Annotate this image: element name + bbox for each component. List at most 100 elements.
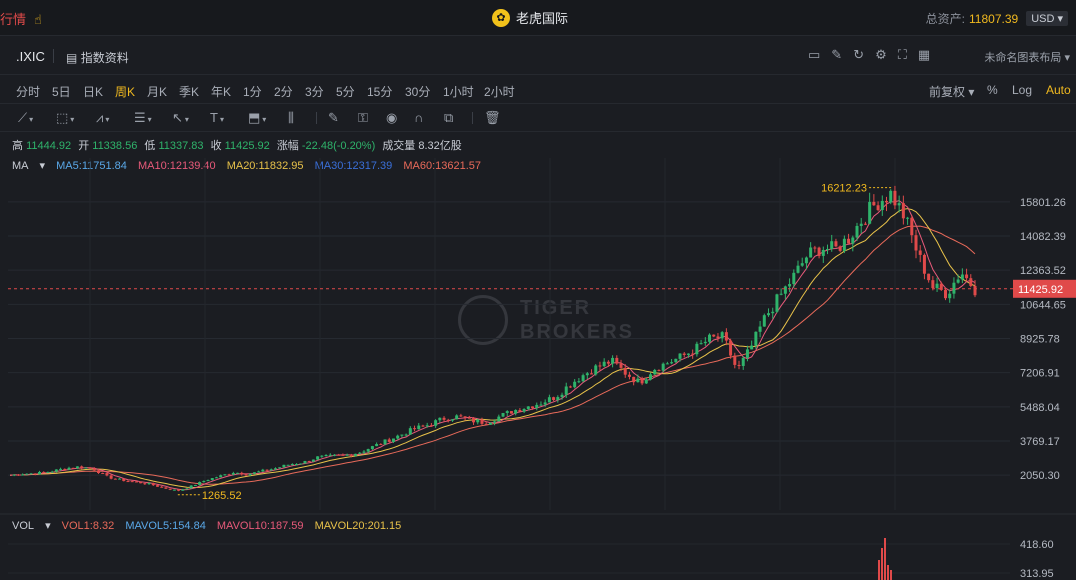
period-tab[interactable]: 2小时 [484,85,515,99]
candle-body [745,349,749,358]
edit-icon[interactable]: ✎ [831,47,843,62]
candle-body [619,363,623,368]
period-tab[interactable]: 日K [83,85,104,99]
vol-legend-title[interactable]: VOL ▾ [12,520,51,532]
eye-icon[interactable]: ◉ [386,110,398,125]
magnet-icon[interactable]: ∩ [414,110,424,125]
candle-body [273,468,277,470]
fullscreen-icon[interactable]: ⛶ [897,47,907,62]
document-icon: ▤ [66,51,78,65]
log-toggle[interactable]: Log [1012,83,1033,97]
candle-body [847,238,851,244]
candle-body [842,238,846,251]
percent-toggle[interactable]: % [987,83,998,97]
candle-body [931,280,935,289]
candle-body [691,353,695,355]
candle-body [29,473,33,475]
adjust-label: 前复权 [929,85,966,99]
candle-body [703,341,707,344]
candle-body [821,249,825,256]
period-tab[interactable]: 1小时 [443,85,474,99]
rect-tool-icon[interactable]: ⬚ ▾ [56,110,75,125]
period-tab[interactable]: 1分 [243,85,262,99]
candle-body [834,241,838,247]
candle-body [484,423,488,425]
current-price-label: 11425.92 [1018,284,1063,296]
period-tab[interactable]: 3分 [305,85,324,99]
volume-bar [878,560,880,580]
pencil-icon[interactable]: ✎ [328,110,339,125]
trash-icon[interactable]: 🗑 [484,110,501,125]
change-label: 涨幅 [276,140,299,152]
candle-body [463,416,467,418]
candle-body [370,446,374,450]
candle-body [118,478,122,480]
text-tool-icon[interactable]: T ▾ [210,110,224,125]
pattern-tool-icon[interactable]: ⩘ ▾ [96,110,110,125]
arrow-tool-icon[interactable]: ↖ ▾ [172,110,189,125]
candle-body [564,386,568,395]
ma10-path [9,199,976,491]
chart-toolbar: ▭ ✎ ↻ ⚙ ⛶ ▦ [808,47,930,63]
indicator-icon[interactable]: ⫼ [288,110,294,125]
adjust-select[interactable]: 前复权 ▾ [929,85,975,99]
candle-body [480,419,484,424]
label-tool-icon[interactable]: ⬒ ▾ [248,110,267,125]
period-tab[interactable]: 分时 [16,85,41,99]
symbol-label[interactable]: .IXIC [16,49,45,64]
ma-legend: MA ▾ MA5:11751.84 MA10:12139.40 MA20:118… [12,159,489,172]
period-tab[interactable]: 2分 [274,85,293,99]
market-tab[interactable]: 行情 ☝ [0,9,42,28]
ma-legend-title[interactable]: MA ▾ [12,160,46,172]
period-tab[interactable]: 5日 [52,85,71,99]
period-tab-active[interactable]: 周K [115,85,136,99]
period-tab[interactable]: 季K [179,85,200,99]
candle-body [505,411,509,414]
grid-layout-icon[interactable]: ▦ [917,47,931,62]
candle-body [686,353,690,355]
candle-body [278,467,282,469]
refresh-icon[interactable]: ↻ [853,47,865,62]
candle-body [522,408,526,412]
candle-body [809,247,813,258]
candle-body [328,454,332,456]
candle-body [320,455,324,457]
layout-select[interactable]: 未命名图表布局 ▾ [984,52,1070,64]
period-tab[interactable]: 年K [211,85,232,99]
candle-body [75,466,79,469]
period-tab[interactable]: 5分 [336,85,355,99]
candle-body [535,404,539,409]
index-info-button[interactable]: ▤ 指数资料 [66,49,129,66]
period-tab[interactable]: 月K [147,85,168,99]
candle-body [783,286,787,294]
price-tick-label: 7206.91 [1020,368,1060,380]
divider [316,112,317,124]
candle-body [231,473,235,475]
candle-body [42,471,46,473]
gear-icon[interactable]: ⚙ [875,47,887,62]
candle-body [37,471,41,475]
period-tab[interactable]: 15分 [367,85,393,99]
candle-body [21,474,25,476]
mavol10-value: MAVOL10:187.59 [216,520,304,532]
candle-body [257,471,261,473]
high-label: 高 [12,140,23,152]
candle-body [236,472,240,474]
candle-body [973,285,977,296]
lock-icon[interactable]: ⚿ [358,110,368,125]
candle-body [644,379,648,384]
candle-body [573,381,577,388]
auto-toggle[interactable]: Auto [1046,83,1071,97]
candle-body [240,472,244,475]
candle-body [467,417,471,419]
candle-body [590,373,594,375]
line-tool-icon[interactable]: ⟋ ▾ [18,110,34,125]
fib-tool-icon[interactable]: ☰ ▾ [134,110,152,125]
candle-body [771,311,775,314]
copy-icon[interactable]: ⧉ [444,110,454,125]
candle-body [189,485,193,489]
chart-type-icon[interactable]: ▭ [808,47,821,62]
period-tab[interactable]: 30分 [405,85,431,99]
currency-select[interactable]: USD ▾ [1026,11,1068,26]
candle-body [509,411,513,414]
